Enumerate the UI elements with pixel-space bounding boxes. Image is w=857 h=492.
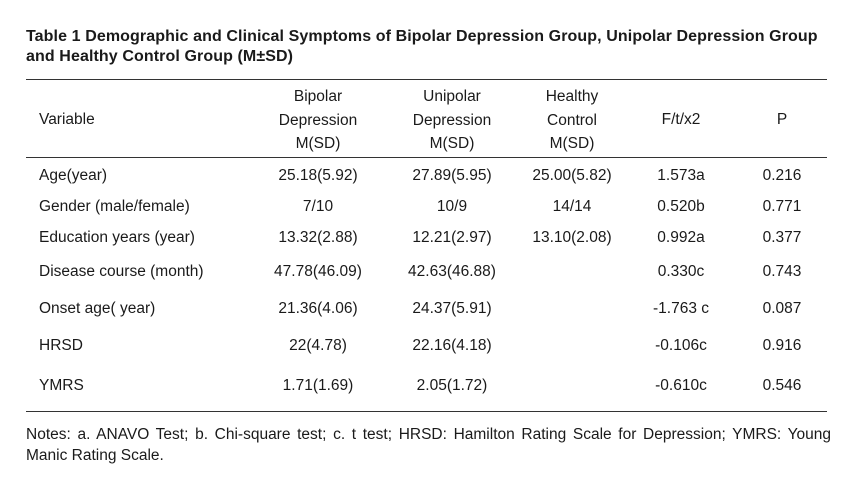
row-gender-healthy: 14/14 [552, 198, 592, 215]
row-education-p: 0.377 [762, 229, 802, 246]
row-ymrs-bipolar: 1.71(1.69) [282, 377, 354, 394]
row-education-healthy: 13.10(2.08) [532, 229, 612, 246]
row-gender-stat: 0.520b [657, 198, 705, 215]
row-education-bipolar: 13.32(2.88) [278, 229, 358, 246]
header-bipolar: Bipolar Depression M(SD) [279, 85, 357, 156]
row-gender-bipolar: 7/10 [302, 198, 334, 215]
row-onset-age-p: 0.087 [762, 300, 802, 317]
row-gender-unipolar: 10/9 [436, 198, 468, 215]
row-disease-course-variable: Disease course (month) [39, 263, 204, 280]
row-disease-course-stat: 0.330c [657, 263, 705, 280]
table-title: Table 1 Demographic and Clinical Symptom… [26, 28, 818, 65]
row-disease-course-unipolar: 42.63(46.88) [408, 263, 496, 280]
header-unipolar-line3: M(SD) [429, 135, 475, 152]
row-disease-course-p: 0.743 [762, 263, 802, 280]
header-bipolar-line2: Depression [278, 111, 358, 129]
header-stat: F/t/x2 [661, 111, 701, 128]
row-education-variable: Education years (year) [39, 229, 195, 246]
header-unipolar: Unipolar Depression M(SD) [413, 85, 491, 156]
row-onset-age-variable: Onset age( year) [39, 300, 156, 317]
row-ymrs-variable: YMRS [39, 377, 84, 394]
header-unipolar-line2: Depression [412, 111, 492, 129]
row-ymrs-unipolar: 2.05(1.72) [416, 377, 488, 394]
header-bipolar-line3: M(SD) [295, 135, 341, 152]
header-healthy-line2: Control [547, 111, 597, 129]
row-onset-age-unipolar: 24.37(5.91) [412, 300, 492, 317]
table-top-rule [26, 79, 827, 80]
header-p: P [776, 111, 788, 128]
row-onset-age-bipolar: 21.36(4.06) [278, 300, 358, 317]
table-header-rule [26, 157, 827, 158]
row-hrsd-bipolar: 22(4.78) [289, 337, 347, 354]
table-bottom-rule [26, 411, 827, 412]
header-healthy-line1: Healthy [545, 88, 599, 105]
header-variable: Variable [39, 111, 95, 128]
row-onset-age-stat: -1.763 c [652, 300, 710, 317]
row-education-stat: 0.992a [657, 229, 705, 246]
row-ymrs-p: 0.546 [762, 377, 802, 394]
row-hrsd-stat: -0.106c [655, 337, 707, 354]
row-disease-course-bipolar: 47.78(46.09) [274, 263, 362, 280]
header-healthy-line3: M(SD) [549, 135, 595, 152]
row-hrsd-p: 0.916 [762, 337, 802, 354]
row-age-unipolar: 27.89(5.95) [412, 167, 492, 184]
row-age-stat: 1.573a [657, 167, 705, 184]
row-ymrs-stat: -0.610c [655, 377, 707, 394]
row-gender-p: 0.771 [762, 198, 802, 215]
row-age-variable: Age(year) [39, 167, 108, 184]
header-unipolar-line1: Unipolar [423, 88, 481, 105]
row-age-p: 0.216 [762, 167, 802, 184]
row-gender-variable: Gender (male/female) [39, 198, 190, 215]
row-hrsd-unipolar: 22.16(4.18) [412, 337, 492, 354]
row-age-bipolar: 25.18(5.92) [278, 167, 358, 184]
row-education-unipolar: 12.21(2.97) [412, 229, 492, 246]
row-age-healthy: 25.00(5.82) [532, 167, 612, 184]
table-notes: Notes: a. ANAVO Test; b. Chi-square test… [26, 426, 831, 464]
header-healthy: Healthy Control M(SD) [546, 85, 599, 156]
header-bipolar-line1: Bipolar [293, 88, 343, 105]
row-hrsd-variable: HRSD [39, 337, 83, 354]
